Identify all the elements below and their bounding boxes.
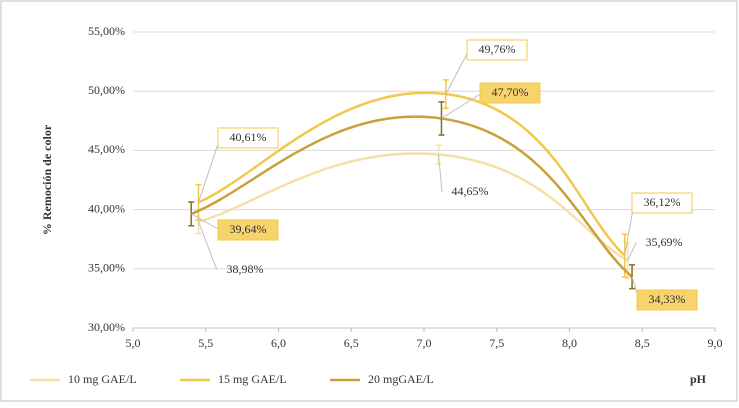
error-bar [442, 79, 449, 109]
error-bar [195, 183, 202, 221]
y-tick-label: 55,00% [88, 24, 125, 38]
legend-label: 10 mg GAE/L [68, 372, 137, 386]
leader-line [198, 221, 218, 271]
legend-label: 20 mgGAE/L [368, 372, 434, 386]
legend-label: 15 mg GAE/L [218, 372, 287, 386]
y-tick-label: 40,00% [88, 201, 125, 215]
error-bar [188, 201, 195, 227]
data-label-box [217, 127, 279, 149]
data-label: 34,33% [649, 292, 686, 306]
data-label: 38,98% [227, 262, 264, 276]
leader-line [198, 137, 221, 203]
data-label-box [466, 39, 528, 61]
data-label: 36,12% [644, 195, 681, 209]
y-axis-title: % Remoción de color [40, 124, 54, 235]
y-tick-label: 45,00% [88, 142, 125, 156]
leader-line [441, 92, 483, 119]
y-tick-label: 30,00% [88, 320, 125, 334]
x-tick-label: 7,0 [417, 336, 432, 350]
y-tick-label: 50,00% [88, 83, 125, 97]
x-axis-title: pH [690, 372, 707, 386]
data-label: 39,64% [230, 222, 267, 236]
x-tick-label: 8,5 [635, 336, 650, 350]
data-label-box [631, 192, 693, 214]
leader-line [438, 154, 443, 193]
data-label-box [217, 219, 279, 241]
data-label: 44,65% [452, 184, 489, 198]
x-tick-label: 5,5 [198, 336, 213, 350]
leader-line [190, 213, 221, 231]
leader-line [627, 242, 637, 261]
x-tick-label: 8,0 [562, 336, 577, 350]
data-label-box [636, 289, 698, 311]
x-tick-label: 6,0 [271, 336, 286, 350]
data-label: 40,61% [230, 130, 267, 144]
data-label: 35,69% [646, 235, 683, 249]
x-tick-label: 7,5 [489, 336, 504, 350]
data-label: 47,70% [492, 85, 529, 99]
x-tick-label: 5,0 [126, 336, 141, 350]
y-tick-label: 35,00% [88, 261, 125, 275]
data-label: 49,76% [479, 42, 516, 56]
x-tick-label: 9,0 [708, 336, 723, 350]
data-label-box [479, 82, 541, 104]
x-tick-label: 6,5 [344, 336, 359, 350]
leader-line [445, 49, 470, 95]
